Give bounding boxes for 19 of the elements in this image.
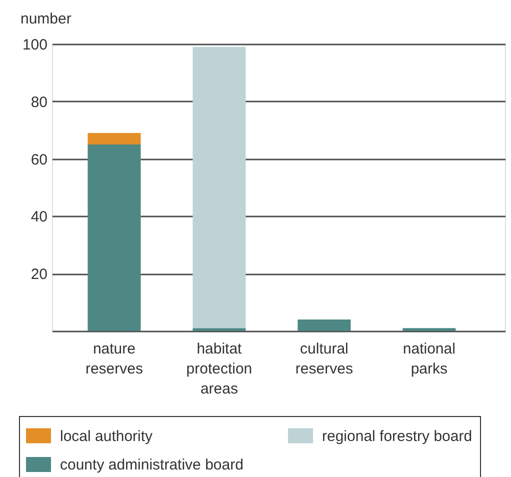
bar xyxy=(192,46,246,328)
bar xyxy=(88,132,141,144)
y-axis-title: number xyxy=(20,10,72,28)
y-tick-label: 20 xyxy=(30,266,48,284)
bar xyxy=(88,144,141,331)
x-tick-label: national parks xyxy=(402,340,456,378)
bar xyxy=(192,328,246,331)
bar xyxy=(402,328,456,331)
x-tick-label: habitat protection areas xyxy=(186,340,252,398)
legend-label: local authority xyxy=(60,428,154,445)
y-tick-label: 40 xyxy=(30,208,48,226)
y-tick-label: 60 xyxy=(30,151,48,168)
y-tick-label: 100 xyxy=(22,36,48,54)
bar xyxy=(298,320,351,331)
legend-label: county administrative board xyxy=(60,456,244,474)
x-tick-label: cultural reserves xyxy=(295,340,353,378)
x-tick-label: nature reserves xyxy=(85,340,143,378)
y-tick-label: 80 xyxy=(30,94,48,111)
legend-label: regional forestry board xyxy=(322,428,472,445)
